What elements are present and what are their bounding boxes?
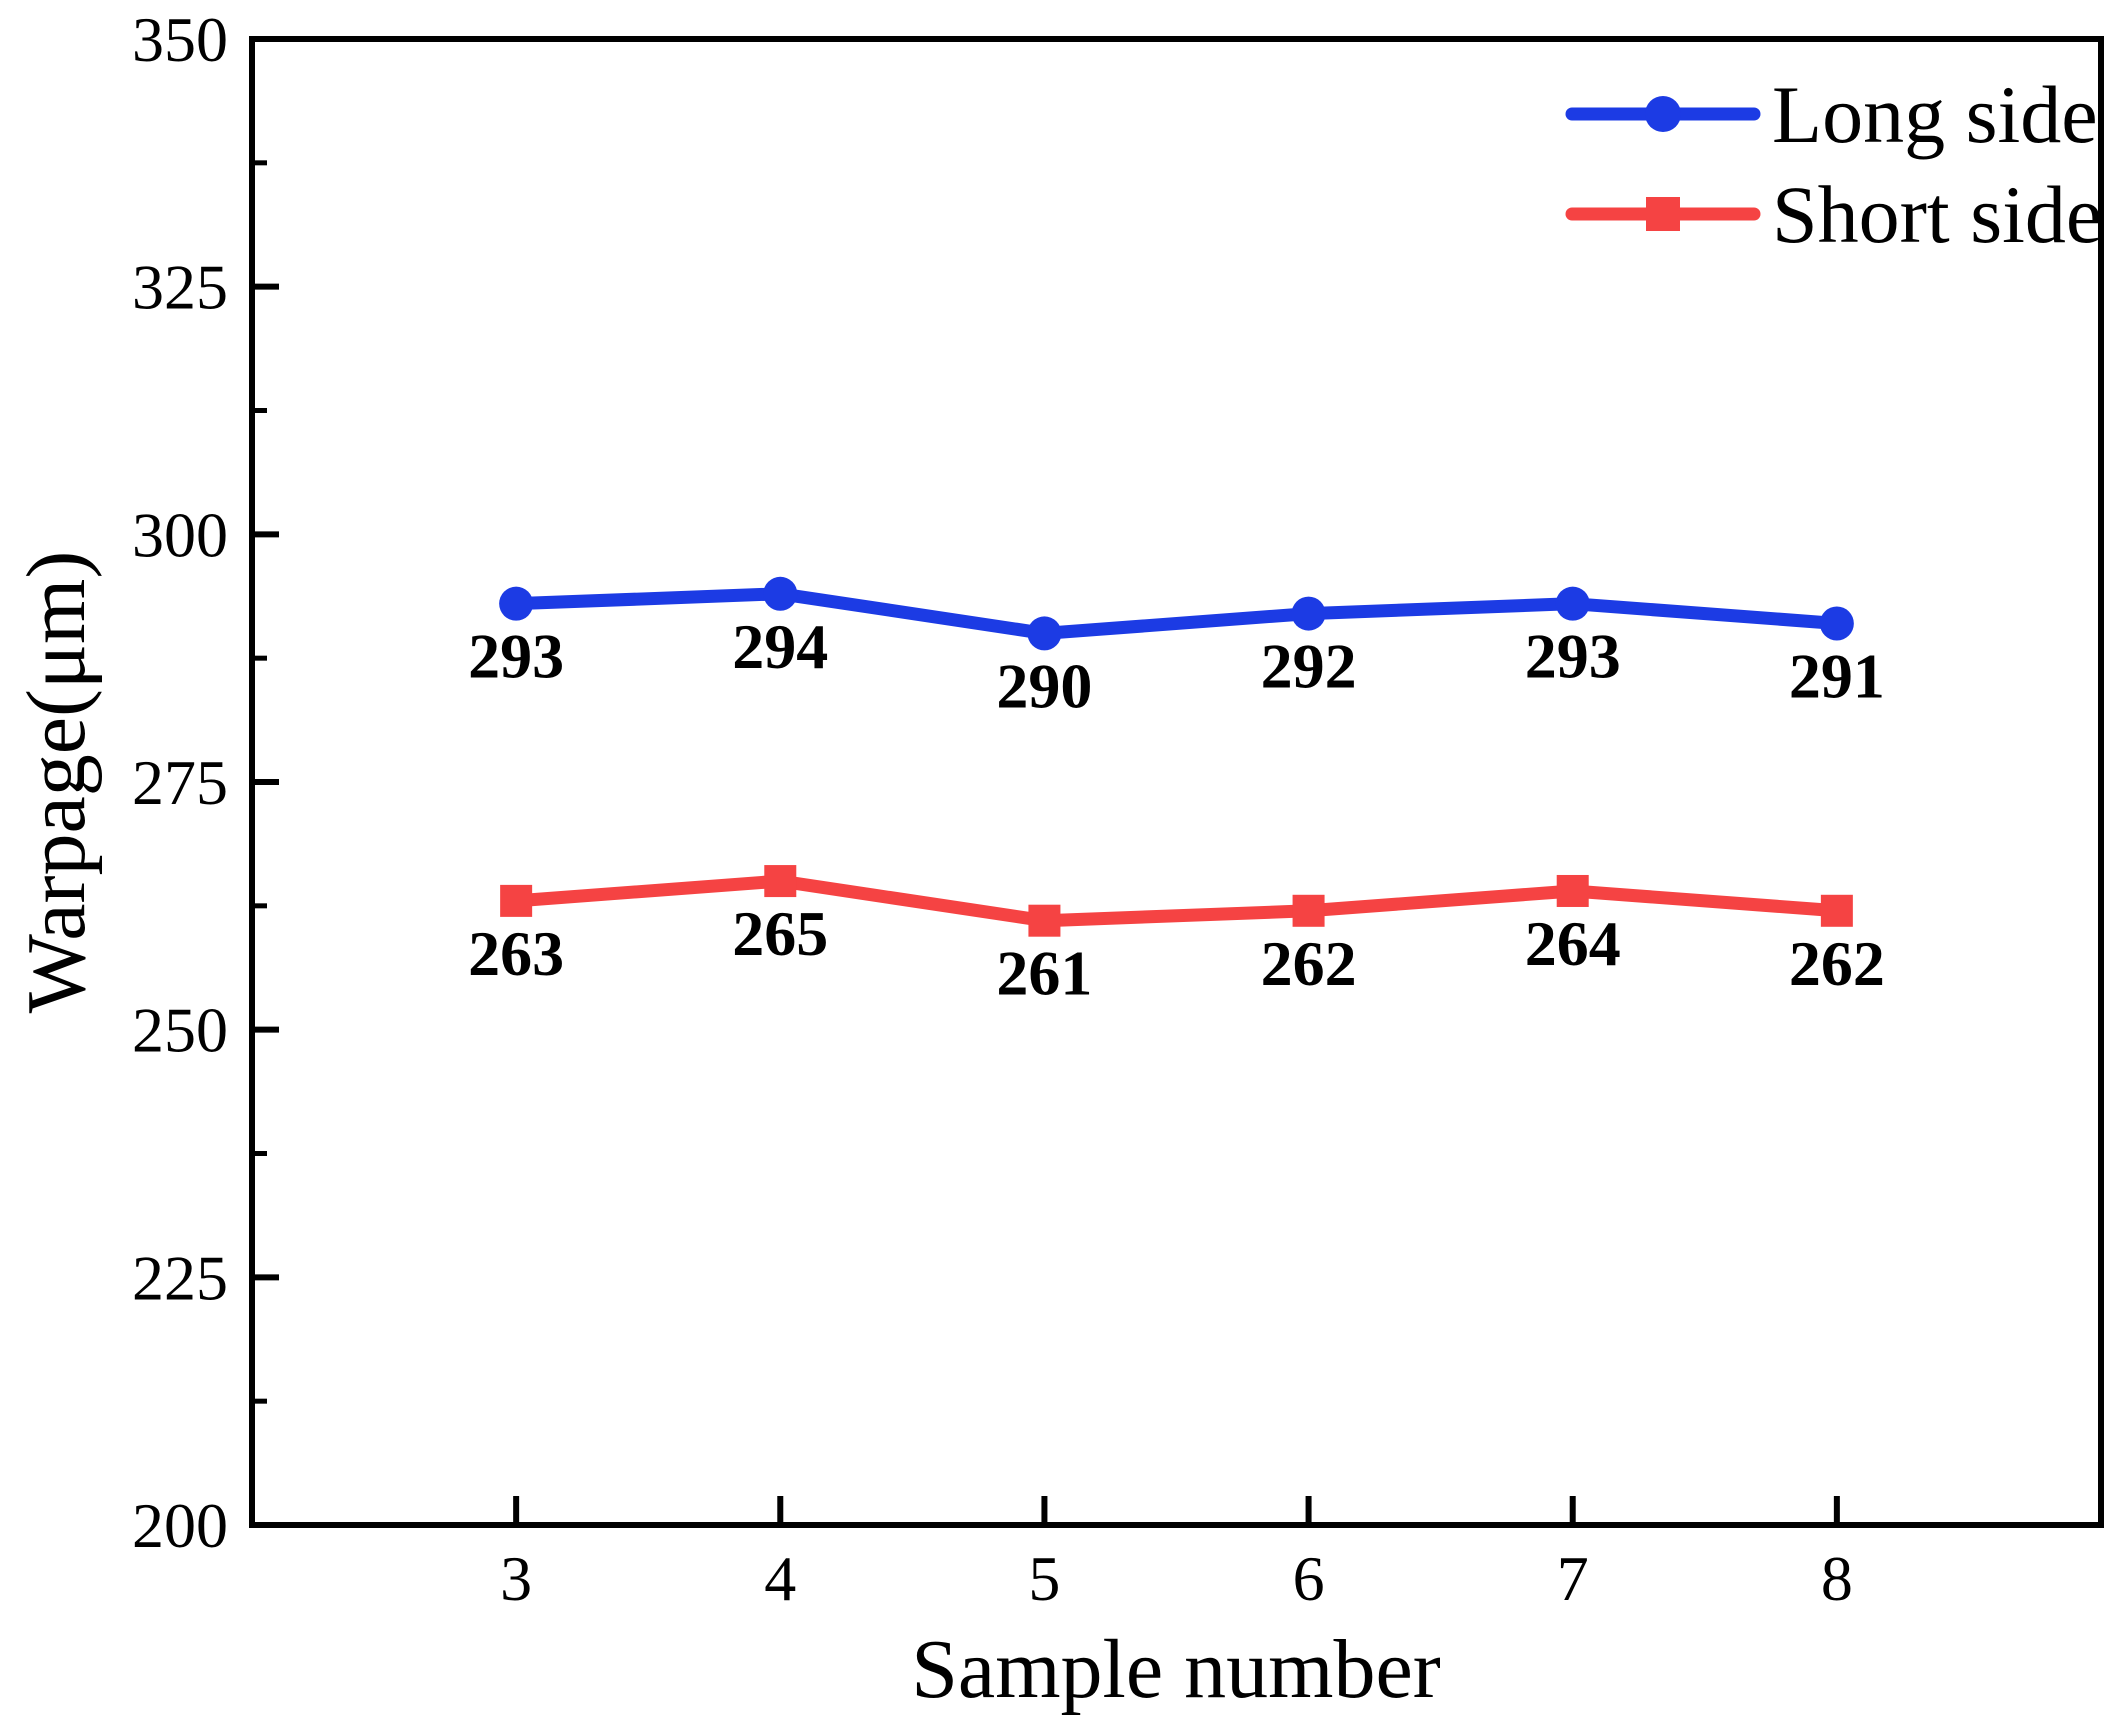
y-tick-label: 275 (132, 747, 228, 818)
data-label-long-side: 293 (1525, 621, 1621, 692)
data-label-long-side: 290 (996, 650, 1092, 721)
legend-label-long-side: Long side (1772, 69, 2098, 160)
data-point-short-side (1820, 894, 1853, 927)
x-tick-label: 4 (764, 1543, 796, 1614)
data-point-short-side (1292, 894, 1325, 927)
series-line-short-side (509, 874, 1844, 928)
data-point-long-side (763, 576, 798, 611)
data-label-long-side: 292 (1261, 631, 1357, 702)
data-point-short-side (1028, 904, 1061, 937)
y-axis-title: Warpage(μm) (10, 551, 103, 1014)
legend-marker-circle-icon (1645, 96, 1681, 132)
data-point-short-side (500, 884, 533, 917)
data-label-short-side: 262 (1789, 928, 1885, 999)
data-label-long-side: 291 (1789, 640, 1885, 711)
data-point-long-side (1555, 586, 1590, 621)
x-tick-label: 8 (1821, 1543, 1853, 1614)
data-point-long-side (499, 586, 534, 621)
y-tick-label: 200 (132, 1490, 228, 1561)
data-point-short-side (764, 865, 797, 898)
y-tick-label: 250 (132, 995, 228, 1066)
y-tick-label: 225 (132, 1242, 228, 1313)
plot-area: 200 225 250 275 300 325 350 3 4 5 6 7 8 293 294 290 292 2… (132, 4, 1885, 1614)
data-point-long-side (1027, 616, 1062, 651)
data-label-long-side: 293 (468, 621, 564, 692)
data-point-long-side (1291, 596, 1326, 631)
series-line-long-side (509, 587, 1844, 640)
x-tick-label: 3 (500, 1543, 532, 1614)
data-label-short-side: 262 (1261, 928, 1357, 999)
x-tick-label: 7 (1557, 1543, 1589, 1614)
x-tick-label: 5 (1028, 1543, 1060, 1614)
data-label-short-side: 261 (996, 938, 1092, 1009)
legend-label-short-side: Short side (1772, 169, 2102, 260)
legend-marker-square-icon (1646, 197, 1680, 231)
y-tick-label: 325 (132, 252, 228, 323)
y-tick-label: 350 (132, 4, 228, 75)
data-label-short-side: 265 (732, 898, 828, 969)
data-label-short-side: 263 (468, 918, 564, 989)
data-label-long-side: 294 (732, 611, 828, 682)
legend: Long side Short side (1565, 69, 2102, 260)
y-tick-label: 300 (132, 499, 228, 570)
data-point-long-side (1819, 606, 1854, 641)
x-axis-title: Sample number (911, 1623, 1441, 1716)
x-tick-label: 6 (1293, 1543, 1325, 1614)
data-label-short-side: 264 (1525, 908, 1621, 979)
data-point-short-side (1556, 874, 1589, 907)
plot-border (249, 36, 2104, 1528)
